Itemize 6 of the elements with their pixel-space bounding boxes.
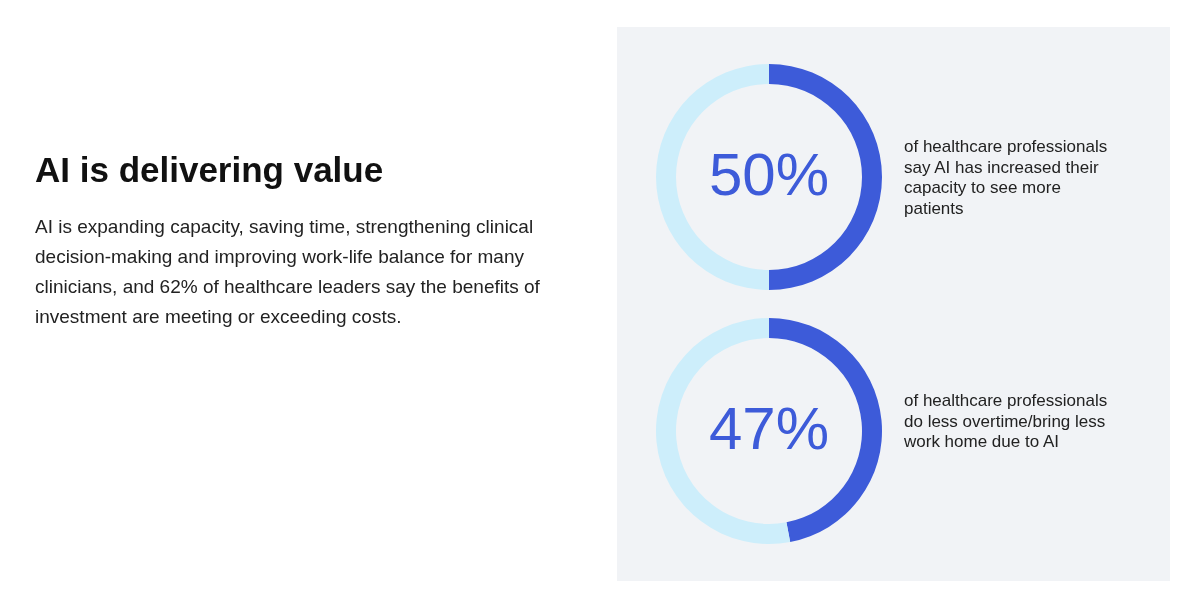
text: AI is delivering value bbox=[35, 150, 385, 190]
text: AI is expanding capacity, saving time, strengthening clinical decision-making and improving work-life balance for many clinicians, and 62% of healthcare leaders say the benefits of investment are meeting or exceeding costs. bbox=[35, 215, 541, 329]
text: of healthcare professionals do less overtime/bring less work home due to AI bbox=[904, 391, 1109, 453]
data-label: 50% bbox=[708, 141, 830, 208]
text: of healthcare professionals say AI has increased their capacity to see more patients bbox=[904, 137, 1109, 219]
data-label: 47% bbox=[708, 395, 830, 462]
